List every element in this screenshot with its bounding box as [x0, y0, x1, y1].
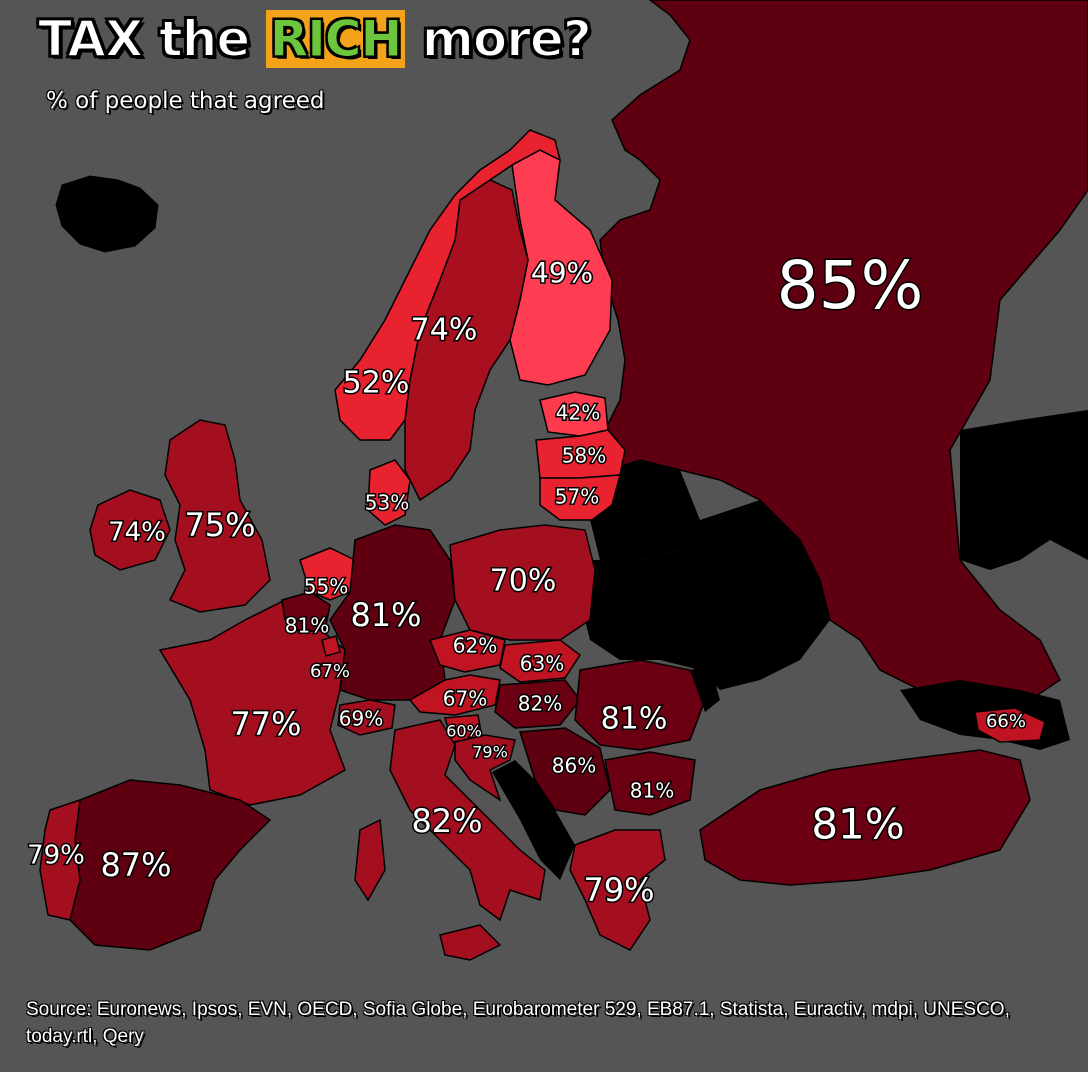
region-poland: [449, 524, 596, 641]
value-label-croatia: 79%: [472, 743, 508, 762]
value-label-latvia: 58%: [562, 444, 606, 468]
region-austria: [408, 674, 501, 716]
region-ireland: [89, 489, 171, 571]
value-label-switzerland: 69%: [339, 707, 383, 731]
source-note: Source: Euronews, Ipsos, EVN, OECD, Sofi…: [26, 999, 1010, 1047]
region-moldova: [690, 665, 720, 712]
region-croatia: [454, 734, 516, 802]
map-subtitle: % of people that agreed: [46, 88, 325, 114]
title-part1: TAX the: [37, 10, 266, 68]
region-romania: [574, 659, 706, 751]
region-balkans-nodata: [492, 760, 575, 880]
region-uk: [164, 419, 271, 613]
value-label-france: 77%: [230, 705, 301, 743]
value-label-estonia: 42%: [556, 401, 600, 425]
value-label-luxembourg: 67%: [310, 661, 350, 682]
value-label-spain: 87%: [100, 846, 171, 884]
region-ukraine: [580, 500, 830, 690]
value-label-slovakia: 63%: [520, 652, 564, 676]
value-label-portugal: 79%: [27, 841, 85, 871]
value-label-denmark: 53%: [365, 491, 409, 515]
region-lithuania: [539, 474, 621, 521]
value-label-poland: 70%: [490, 564, 557, 599]
region-kazakhstan: [960, 410, 1088, 570]
region-sardinia: [354, 818, 386, 902]
region-portugal: [39, 798, 81, 921]
value-label-finland: 49%: [531, 256, 593, 289]
value-label-turkey: 81%: [811, 800, 904, 849]
value-label-georgia: 66%: [986, 711, 1026, 732]
region-greece: [569, 829, 666, 951]
region-norway: [334, 129, 562, 441]
value-label-uk: 75%: [184, 506, 255, 544]
region-iceland: [55, 175, 159, 253]
value-labels: 85%49%74%52%42%58%57%53%74% 75%55%81%81%7…: [26, 246, 1028, 911]
region-italy: [389, 719, 546, 922]
region-france: [158, 599, 346, 806]
region-bulgaria: [604, 751, 696, 816]
value-label-belgium: 81%: [285, 614, 329, 638]
value-label-slovenia: 60%: [446, 722, 482, 741]
value-label-romania: 81%: [601, 702, 668, 737]
value-label-austria: 67%: [443, 687, 487, 711]
value-label-serbia: 86%: [552, 754, 596, 778]
title-part2: more?: [405, 10, 593, 68]
value-label-germany: 81%: [350, 596, 421, 634]
value-label-czechia: 62%: [453, 634, 497, 658]
map-title: TAX the RICH more?: [37, 10, 593, 68]
region-hungary: [494, 679, 581, 729]
value-label-bulgaria: 81%: [630, 779, 674, 803]
value-label-russia: 85%: [777, 247, 924, 324]
value-label-lithuania: 57%: [555, 485, 599, 509]
region-slovakia: [499, 639, 582, 683]
value-label-italy: 82%: [411, 802, 482, 840]
value-label-hungary: 82%: [518, 692, 562, 716]
region-sicily: [439, 924, 502, 961]
value-label-sweden: 74%: [411, 313, 478, 348]
region-georgia: [974, 707, 1046, 743]
region-denmark: [367, 459, 411, 526]
value-label-netherlands: 55%: [304, 575, 348, 599]
region-russia: [599, 0, 1088, 701]
value-label-greece: 79%: [583, 871, 654, 909]
region-luxembourg: [321, 635, 341, 657]
region-turkey: [699, 749, 1031, 886]
value-label-norway: 52%: [343, 366, 410, 401]
value-label-ireland: 74%: [108, 518, 166, 548]
region-switzerland: [337, 699, 396, 736]
title-highlight: RICH: [265, 10, 406, 68]
